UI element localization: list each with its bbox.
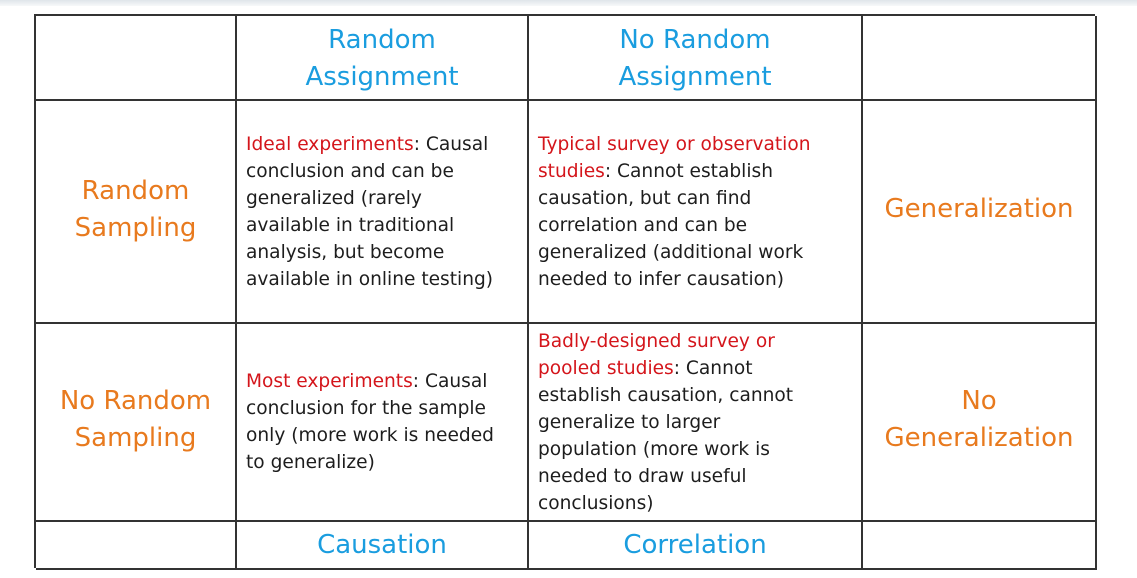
header-line: No Random [59, 386, 212, 416]
cell-line: establish causation, cannot [538, 384, 794, 406]
header-line: No Random [619, 25, 771, 55]
outcome-line: Generalization [884, 423, 1074, 453]
cell-ideal-experiments: Ideal experiments: Causal conclusion and… [237, 101, 529, 324]
corner-bottom-right [863, 522, 1097, 570]
cell-line: generalized (rarely [246, 187, 422, 209]
cell-line: correlation and can be [538, 214, 748, 236]
footer-causation: Causation [237, 522, 529, 570]
row-header-no-random-sampling: No Random Sampling [36, 324, 237, 522]
footer-label: Causation [317, 530, 447, 560]
cell-line: available in online testing) [246, 268, 494, 290]
column-header-no-random-assignment: No Random Assignment [529, 16, 863, 101]
cell-line: conclusions) [538, 492, 654, 514]
cell-highlight: Ideal experiments [246, 133, 414, 155]
cell-line: generalized (additional work [538, 241, 804, 263]
cell-typical-survey: Typical survey or observation studies: C… [529, 101, 863, 324]
cell-line: : Cannot establish [604, 160, 773, 182]
footer-label: Correlation [623, 530, 767, 560]
corner-top-right [863, 16, 1097, 101]
corner-top-left [36, 16, 237, 101]
outcome-no-generalization: No Generalization [863, 324, 1097, 522]
header-line: Sampling [74, 423, 197, 453]
cell-line: analysis, but become [246, 241, 445, 263]
cell-line: : Cannot [673, 357, 753, 379]
cell-highlight: studies [538, 160, 605, 182]
header-line: Random [328, 25, 436, 55]
outcome-label: Generalization [884, 194, 1074, 224]
header-line: Sampling [74, 212, 197, 243]
cell-highlight: Typical survey or observation [538, 133, 811, 155]
column-header-random-assignment: Random Assignment [237, 16, 529, 101]
cell-line: : Causal [413, 133, 489, 155]
cell-highlight: Badly-designed survey or [538, 330, 775, 352]
outcome-generalization: Generalization [863, 101, 1097, 324]
cell-highlight: Most experiments [246, 371, 413, 392]
cell-line: conclusion for the sample [246, 398, 486, 419]
header-line: Assignment [618, 62, 772, 92]
corner-bottom-left [36, 522, 237, 570]
top-strip [0, 0, 1137, 6]
cell-badly-designed-survey: Badly-designed survey or pooled studies:… [529, 324, 863, 522]
outcome-line: No [961, 386, 997, 416]
header-line: Assignment [305, 62, 459, 92]
cell-line: needed to draw useful [538, 465, 747, 487]
cell-line: conclusion and can be [246, 160, 454, 182]
sampling-assignment-table: Random Assignment No Random Assignment Ran… [34, 14, 1097, 570]
row-header-random-sampling: Random Sampling [36, 101, 237, 324]
cell-line: causation, but can find [538, 187, 752, 209]
cell-line: to generalize) [246, 452, 375, 473]
cell-line: population (more work is [538, 438, 770, 460]
cell-line: generalize to larger [538, 411, 721, 433]
cell-line: available in traditional [246, 214, 455, 236]
header-line: Random [81, 175, 190, 206]
cell-line: : Causal [412, 371, 488, 392]
cell-highlight: pooled studies [538, 357, 674, 379]
cell-line: only (more work is needed [246, 425, 494, 446]
cell-line: needed to infer causation) [538, 268, 785, 290]
cell-most-experiments: Most experiments: Causal conclusion for … [237, 324, 529, 522]
footer-correlation: Correlation [529, 522, 863, 570]
